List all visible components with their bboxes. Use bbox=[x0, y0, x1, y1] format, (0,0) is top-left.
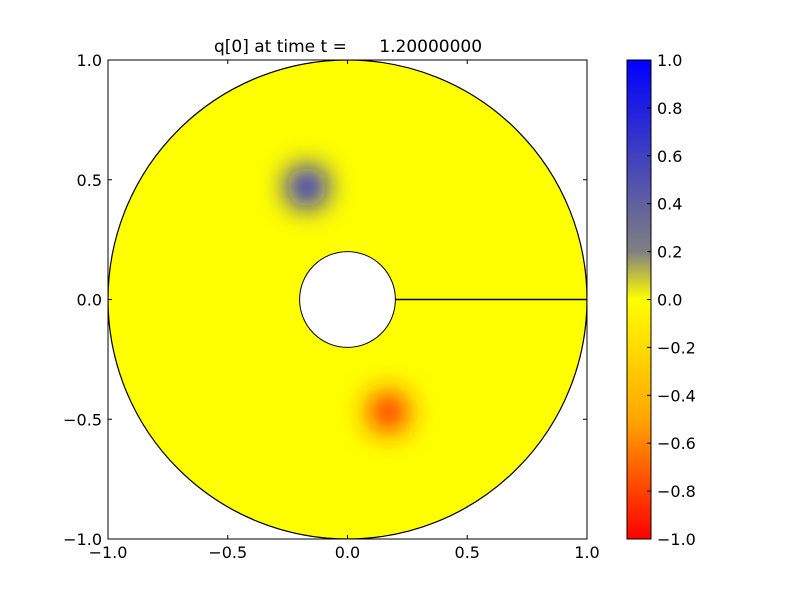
positive-blob bbox=[286, 166, 328, 208]
chart-title: q[0] at time t = 1.20000000 bbox=[214, 37, 482, 57]
x-tick-label: 0.0 bbox=[335, 543, 360, 562]
x-tick-label: −1.0 bbox=[89, 543, 128, 562]
plot-area bbox=[108, 60, 587, 539]
colorbar-tick-label: −0.2 bbox=[657, 338, 696, 357]
colorbar-tick-label: −0.4 bbox=[657, 386, 696, 405]
negative-blob bbox=[367, 391, 409, 433]
colorbar-tick-label: −0.8 bbox=[657, 482, 696, 501]
colorbar-tick-label: 0.2 bbox=[657, 243, 682, 262]
colorbar: 1.0 0.8 0.6 0.4 0.2 0.0 −0.2 −0.4 −0.6 −0.8 −1.0 bbox=[626, 51, 696, 549]
colorbar-tick-label: −1.0 bbox=[657, 530, 696, 549]
y-tick-label: 1.0 bbox=[77, 51, 102, 70]
colorbar-tick-label: 0.0 bbox=[657, 291, 682, 310]
colorbar-tick-label: 0.4 bbox=[657, 195, 682, 214]
colorbar-tick-label: 0.6 bbox=[657, 147, 682, 166]
x-tick-label: 1.0 bbox=[574, 543, 599, 562]
axis-ticks: −1.0 −0.5 0.0 0.5 1.0 −1.0 −0.5 0.0 0.5 1.0 bbox=[63, 51, 600, 562]
y-tick-label: 0.5 bbox=[77, 171, 102, 190]
y-tick-label: 0.0 bbox=[77, 291, 102, 310]
colorbar-tick-label: −0.6 bbox=[657, 434, 696, 453]
inner-hole bbox=[299, 251, 396, 348]
x-tick-label: 0.5 bbox=[455, 543, 480, 562]
colorbar-tick-label: 1.0 bbox=[657, 51, 682, 70]
x-tick-label: −0.5 bbox=[208, 543, 247, 562]
colorbar-tick-label: 0.8 bbox=[657, 99, 682, 118]
y-tick-label: −0.5 bbox=[63, 410, 102, 429]
y-tick-label: −1.0 bbox=[63, 530, 102, 549]
